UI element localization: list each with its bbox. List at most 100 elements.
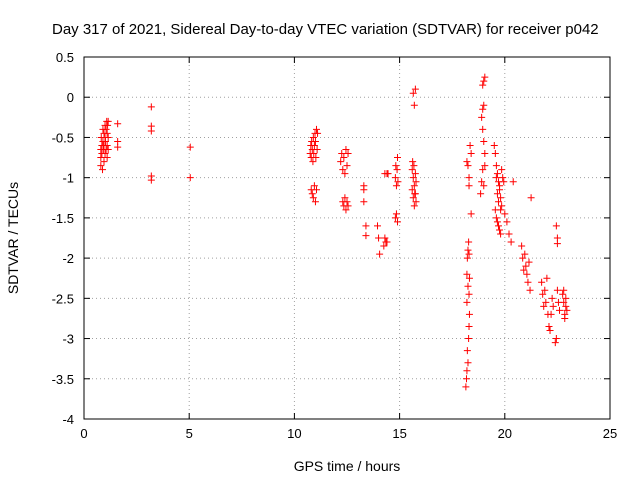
data-point-marker [496, 182, 504, 190]
data-point-marker [497, 230, 505, 238]
data-point-marker [104, 117, 112, 125]
data-point-marker [541, 286, 549, 294]
data-point-marker [410, 182, 418, 190]
data-point-marker [507, 238, 515, 246]
data-point-marker [340, 154, 348, 162]
data-point-marker [465, 290, 473, 298]
data-point-marker [538, 278, 546, 286]
data-point-marker [312, 125, 320, 133]
data-point-marker [465, 335, 473, 343]
data-point-marker [383, 238, 391, 246]
data-point-marker [547, 310, 555, 318]
data-point-marker [518, 242, 526, 250]
data-point-marker [552, 335, 560, 343]
data-point-marker [463, 254, 471, 262]
data-point-marker [492, 162, 500, 170]
data-point-marker [411, 190, 419, 198]
data-point-marker [410, 162, 418, 170]
data-point-marker [463, 270, 471, 278]
data-point-marker [556, 306, 564, 314]
data-point-marker [311, 198, 319, 206]
data-point-marker [548, 294, 556, 302]
data-point-marker [491, 150, 499, 158]
data-point-marker [312, 154, 320, 162]
data-point-marker [412, 198, 420, 206]
data-point-marker [311, 137, 319, 145]
data-point-marker [521, 250, 529, 258]
data-point-marker [309, 158, 317, 166]
data-point-marker [465, 322, 473, 330]
data-point-marker [509, 178, 517, 186]
data-markers [97, 73, 571, 391]
data-point-marker [465, 238, 473, 246]
data-point-marker [103, 129, 111, 137]
data-point-marker [97, 162, 105, 170]
data-point-marker [481, 162, 489, 170]
data-point-marker [466, 141, 474, 149]
data-point-marker [479, 166, 487, 174]
x-tick-label: 10 [287, 426, 301, 441]
data-point-marker [339, 166, 347, 174]
y-tick-label: -2.5 [52, 291, 74, 306]
data-point-marker [480, 77, 488, 85]
data-point-marker [392, 182, 400, 190]
data-point-marker [493, 190, 501, 198]
data-point-marker [497, 206, 505, 214]
data-point-marker [410, 101, 418, 109]
data-point-marker [310, 150, 318, 158]
data-point-marker [103, 154, 111, 162]
data-point-marker [551, 339, 559, 347]
data-point-marker [381, 170, 389, 178]
data-point-marker [313, 146, 321, 154]
data-point-marker [393, 218, 401, 226]
x-tick-label: 0 [80, 426, 87, 441]
data-point-marker [560, 286, 568, 294]
data-point-marker [314, 129, 322, 137]
data-point-marker [393, 154, 401, 162]
data-point-marker [505, 230, 513, 238]
data-point-marker [522, 262, 530, 270]
data-point-marker [467, 210, 475, 218]
y-tick-label: -3 [62, 332, 74, 347]
data-point-marker [463, 367, 471, 375]
data-point-marker [553, 240, 561, 248]
data-point-marker [498, 202, 506, 210]
data-point-marker [559, 290, 567, 298]
data-point-marker [463, 158, 471, 166]
data-point-marker [343, 198, 351, 206]
data-point-marker [480, 137, 488, 145]
data-point-marker [410, 202, 418, 210]
data-point-marker [360, 186, 368, 194]
data-point-marker [492, 214, 500, 222]
data-point-marker [462, 383, 470, 391]
data-point-marker [563, 306, 571, 314]
data-point-marker [520, 266, 528, 274]
data-point-marker [362, 222, 370, 230]
data-point-marker [463, 347, 471, 355]
data-point-marker [101, 137, 109, 145]
data-point-marker [343, 162, 351, 170]
y-tick-label: 0 [67, 90, 74, 105]
data-point-marker [464, 359, 472, 367]
data-point-marker [463, 298, 471, 306]
data-point-marker [479, 81, 487, 89]
data-point-marker [480, 101, 488, 109]
x-tick-label: 20 [498, 426, 512, 441]
y-tick-label: -0.5 [52, 130, 74, 145]
data-point-marker [493, 170, 501, 178]
data-point-marker [412, 178, 420, 186]
grid-lines [84, 57, 610, 419]
data-point-marker [545, 322, 553, 330]
data-point-marker [101, 150, 109, 158]
x-tick-label: 25 [603, 426, 617, 441]
data-point-marker [374, 222, 382, 230]
y-axis-label: SDTVAR / TECUs [5, 182, 21, 294]
data-point-marker [478, 113, 486, 121]
y-tick-label: -4 [62, 412, 74, 427]
data-point-marker [338, 150, 346, 158]
data-point-marker [380, 242, 388, 250]
data-point-marker [99, 166, 107, 174]
data-point-marker [527, 194, 535, 202]
data-point-marker [464, 162, 472, 170]
data-point-marker [186, 174, 194, 182]
